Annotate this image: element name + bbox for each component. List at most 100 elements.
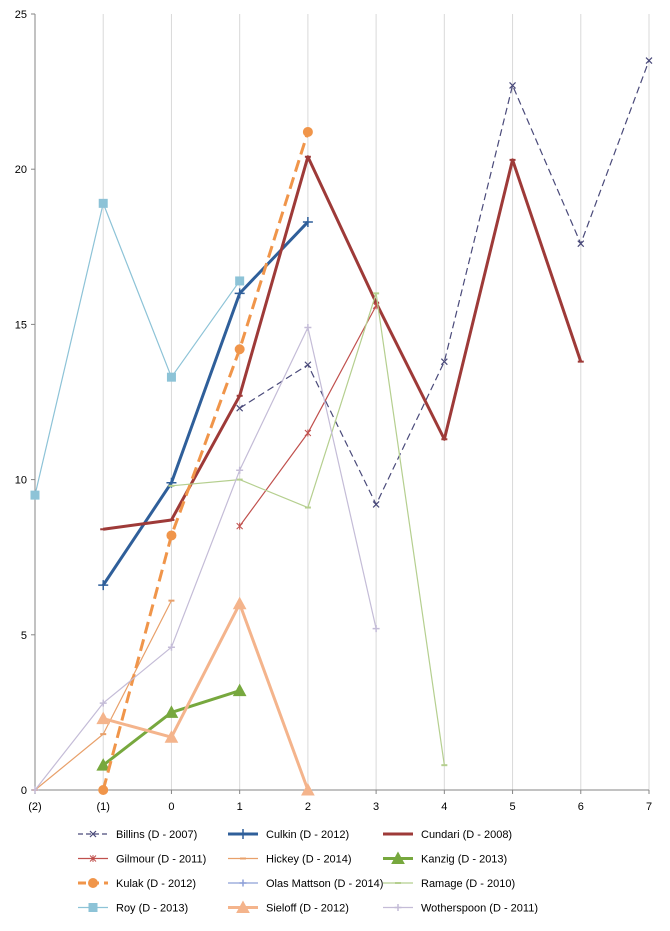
series-9 <box>30 198 245 500</box>
legend-item: Sieloff (D - 2012) <box>228 900 349 915</box>
data-point <box>304 429 312 437</box>
point-marker <box>509 81 516 89</box>
data-point <box>232 683 247 697</box>
x-tick-label: 7 <box>646 801 652 813</box>
data-point <box>302 216 313 227</box>
data-point <box>88 878 98 888</box>
data-point <box>301 782 315 796</box>
data-point <box>304 324 312 332</box>
point-marker <box>89 855 97 862</box>
data-point <box>98 785 109 795</box>
series-line <box>103 155 583 531</box>
point-marker <box>31 786 39 794</box>
legend-label: Olas Mattson (D - 2014) <box>266 878 383 890</box>
point-marker <box>98 580 109 591</box>
data-point <box>236 466 244 474</box>
data-point <box>302 126 313 137</box>
x-tick-label: 2 <box>305 801 311 813</box>
data-point <box>98 198 108 208</box>
data-point <box>96 711 111 725</box>
data-point <box>239 879 247 887</box>
point-marker <box>304 361 312 369</box>
point-marker <box>304 429 312 437</box>
data-point <box>234 288 245 299</box>
series-2 <box>100 155 584 531</box>
legend-item: Kanzig (D - 2013) <box>383 851 507 866</box>
data-point <box>234 344 245 355</box>
data-point <box>89 855 97 862</box>
data-point <box>304 361 312 369</box>
data-point <box>577 240 585 248</box>
data-point <box>235 276 245 286</box>
data-point <box>238 829 248 839</box>
point-marker <box>236 404 244 412</box>
series-0 <box>236 57 653 508</box>
point-marker <box>232 596 247 610</box>
data-point <box>166 530 177 541</box>
point-marker <box>96 758 111 771</box>
data-point <box>166 372 176 382</box>
legend-label: Gilmour (D - 2011) <box>116 854 206 866</box>
legend-item: Roy (D - 2013) <box>78 903 188 915</box>
series-3 <box>236 302 380 530</box>
point-marker <box>577 240 585 248</box>
x-tick-label: (1) <box>96 801 109 813</box>
point-marker <box>440 358 448 366</box>
data-point <box>394 904 402 911</box>
point-marker <box>236 522 244 530</box>
data-point <box>167 643 175 651</box>
data-point <box>89 830 97 838</box>
point-marker <box>391 851 405 864</box>
y-tick-label: 20 <box>15 164 27 176</box>
point-marker <box>88 878 98 888</box>
legend-item: Olas Mattson (D - 2014) <box>228 878 383 890</box>
point-marker <box>166 530 177 541</box>
point-marker <box>89 830 97 838</box>
point-marker <box>236 900 250 913</box>
point-marker <box>302 216 313 227</box>
point-marker <box>167 643 175 651</box>
data-point <box>440 358 448 366</box>
data-point <box>164 730 179 743</box>
legend-item: Culkin (D - 2012) <box>228 829 349 841</box>
x-tick-label: 0 <box>168 801 174 813</box>
series-8 <box>168 292 448 767</box>
point-marker <box>304 324 312 332</box>
series-5 <box>96 683 247 771</box>
legend-label: Sieloff (D - 2012) <box>266 903 349 915</box>
data-point <box>232 596 247 610</box>
data-point <box>88 903 98 912</box>
series-line <box>102 602 310 791</box>
series-10 <box>96 596 315 796</box>
point-marker <box>236 466 244 474</box>
point-marker <box>394 904 402 911</box>
data-point <box>96 758 111 771</box>
y-tick-label: 5 <box>21 630 27 642</box>
legend-label: Ramage (D - 2010) <box>421 878 515 890</box>
data-point <box>236 522 244 530</box>
legend-label: Culkin (D - 2012) <box>266 829 349 841</box>
point-marker <box>372 625 380 633</box>
series-line <box>101 131 310 791</box>
point-marker <box>164 705 179 718</box>
point-marker <box>166 372 176 382</box>
point-marker <box>372 501 380 508</box>
legend-label: Kanzig (D - 2013) <box>421 854 507 866</box>
legend-item: Gilmour (D - 2011) <box>78 854 206 866</box>
y-tick-label: 10 <box>15 475 27 487</box>
point-marker <box>302 126 313 137</box>
legend-label: Roy (D - 2013) <box>116 903 188 915</box>
series-1 <box>98 216 313 591</box>
y-tick-label: 0 <box>21 785 27 797</box>
series-line <box>34 202 241 496</box>
axes: 0 5 10 15 20 25 (2) (1) 0 1 2 3 4 5 6 7 <box>15 9 652 813</box>
legend-item: Wotherspoon (D - 2011) <box>383 903 538 915</box>
x-tick-label: 3 <box>373 801 379 813</box>
grid <box>102 14 650 790</box>
point-marker <box>235 276 245 286</box>
legend: Billins (D - 2007) Culkin (D - 2012) Cunda… <box>78 829 538 915</box>
point-marker <box>301 782 315 796</box>
x-tick-label: 1 <box>237 801 243 813</box>
